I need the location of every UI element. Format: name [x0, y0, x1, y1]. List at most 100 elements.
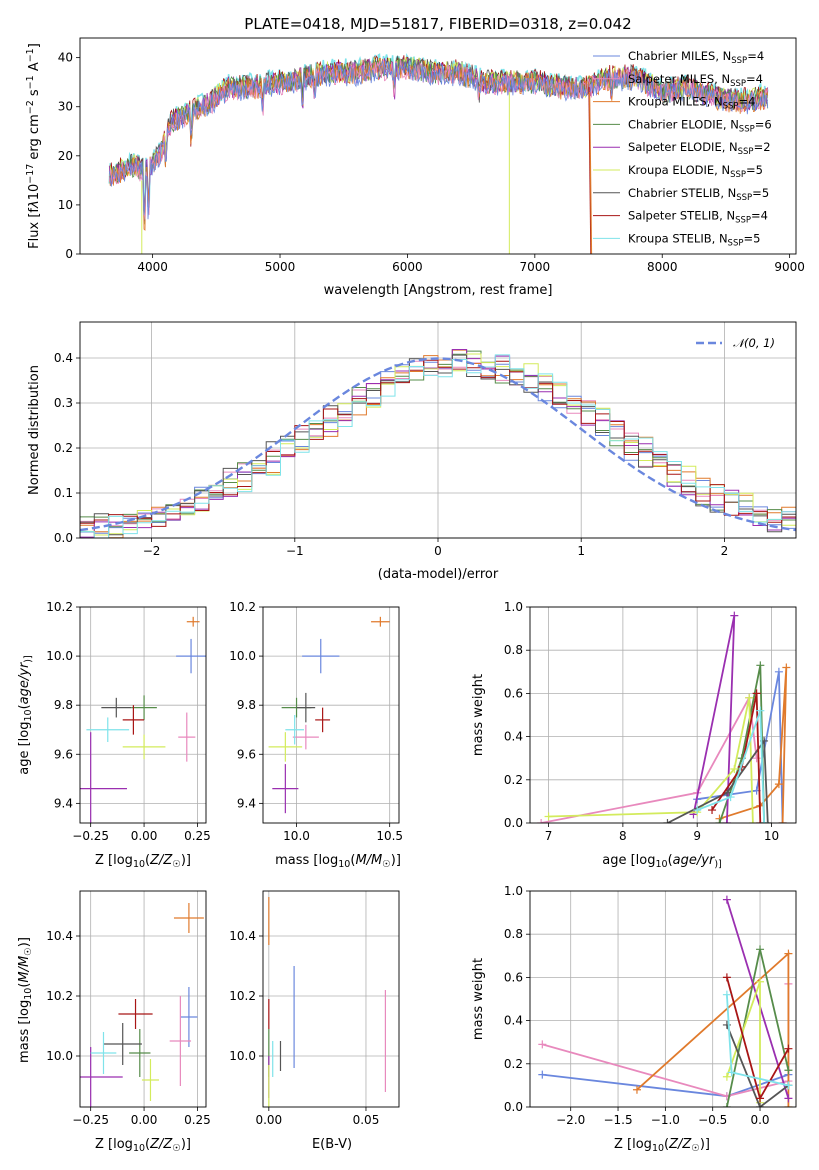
y-tick-label: 10.0 — [46, 649, 73, 663]
legend-nssp-value: 4 — [756, 72, 763, 86]
legend-model-name: Salpeter STELIB — [628, 209, 719, 223]
x-axis-label-part: 10 — [133, 859, 145, 870]
y-tick-label: 0.4 — [504, 730, 523, 744]
x-tick-label: 5000 — [265, 260, 296, 274]
plot-area — [537, 611, 791, 823]
x-axis-label: (data-model)/error — [378, 567, 499, 582]
weight-point-marker — [722, 1072, 731, 1081]
weight-point-marker — [715, 819, 724, 823]
y-axis-label: mass [log10(M/M☉)] — [17, 937, 34, 1063]
y-tick-label: 10.0 — [46, 1049, 73, 1063]
legend-equals: = — [752, 186, 762, 200]
y-tick-label: 10.2 — [229, 989, 256, 1003]
legend-model-name: Chabrier STELIB — [628, 186, 720, 200]
y-axis-label-part: ( — [17, 983, 32, 988]
y-axis-label-part: −1 — [25, 75, 36, 89]
x-tick-label: −0.5 — [698, 1113, 727, 1127]
y-axis-label: Flux [fλ10−17 erg cm−2 s−1 A−1] — [25, 43, 42, 249]
x-tick-label: 0.25 — [184, 829, 211, 843]
x-tick-label: 8000 — [647, 260, 678, 274]
weight-point-marker — [756, 661, 765, 670]
x-axis-label-part: 10 — [133, 1143, 145, 1154]
weight-point-marker — [748, 819, 757, 823]
x-tick-label: 0.00 — [131, 829, 158, 843]
weight-series-1 — [540, 694, 758, 823]
axes-frame — [529, 606, 797, 824]
y-axis-label-part: )] — [17, 937, 32, 947]
legend-model-name: Chabrier ELODIE — [628, 117, 723, 131]
x-axis-label: Z [log10(Z/Z☉)] — [95, 1137, 191, 1154]
spectrum-dropout — [589, 91, 593, 254]
axes-frame — [79, 321, 797, 539]
y-tick-label: 0 — [65, 247, 73, 261]
y-tick-label: 0.1 — [54, 486, 73, 500]
weight-point-marker — [730, 765, 739, 773]
y-axis-label-part: ] — [27, 43, 42, 48]
x-tick-label: −0.25 — [72, 829, 109, 843]
weight-point-marker — [708, 806, 717, 815]
legend-n-sub: SSP — [730, 79, 746, 89]
x-tick-label: 1 — [577, 544, 585, 558]
axes-frame — [79, 606, 207, 824]
x-axis-label-part: Z [log — [95, 853, 133, 868]
y-axis-label-part: erg cm — [27, 114, 42, 163]
y-tick-label: 10 — [58, 198, 73, 212]
panel-spectrum: 4000 5000 6000 7000 8000 9000 0 10 20 30 40 wavelen… — [25, 37, 805, 298]
y-tick-label: 0.6 — [504, 686, 523, 700]
spectrum-line-0 — [108, 60, 769, 220]
x-tick-label: 7 — [545, 829, 553, 843]
x-tick-label: 6000 — [392, 260, 423, 274]
y-axis-label-part: )] — [23, 655, 34, 662]
legend-entry: Kroupa MILES, NSSP=4 — [628, 95, 755, 112]
legend-n: N — [730, 117, 739, 131]
weight-point-marker — [760, 819, 769, 823]
legend-equals: = — [755, 117, 765, 131]
legend-equals: = — [754, 140, 764, 154]
y-axis-label-part: ☉ — [23, 947, 34, 956]
weight-point-marker — [722, 895, 731, 904]
x-axis-label: Z [log10(Z/Z☉)] — [614, 1137, 710, 1154]
legend-entry: Salpeter STELIB, NSSP=4 — [628, 209, 768, 226]
y-tick-label: 20 — [58, 149, 73, 163]
legend-n-sub: SSP — [738, 147, 754, 157]
x-axis-label-part: M/M — [355, 853, 382, 868]
y-axis-label-part: 10 — [27, 184, 42, 201]
weight-point-marker — [722, 819, 731, 823]
panel-age-vs-mass: 10.0 10.5 9.4 9.6 9.8 10.0 10.2 mass [log10(M/M… — [229, 600, 403, 870]
x-tick-label: 10.5 — [376, 829, 403, 843]
weight-point-marker — [632, 1085, 641, 1094]
y-tick-label: 0.6 — [504, 970, 523, 984]
legend-n: N — [726, 209, 735, 223]
legend-entry: Kroupa STELIB, NSSP=5 — [628, 231, 760, 248]
grid — [80, 606, 206, 823]
x-axis-label-part: age/yr — [673, 853, 716, 868]
legend-model-name: Kroupa MILES — [628, 95, 707, 109]
legend-sep: , — [715, 49, 722, 63]
y-axis-label-part: age/yr — [17, 661, 32, 704]
y-axis-label-part: λ — [27, 200, 42, 209]
y-tick-label: 10.2 — [46, 600, 73, 614]
x-tick-label: −1.0 — [651, 1113, 680, 1127]
y-tick-label: 9.4 — [237, 796, 256, 810]
legend-entry: Salpeter ELODIE, NSSP=2 — [628, 140, 771, 157]
legend-nssp-value: 4 — [757, 49, 764, 63]
weight-point-marker — [756, 977, 765, 986]
x-axis-label-part: )] — [181, 853, 191, 868]
x-axis-label-part: Z [log — [95, 1137, 133, 1152]
x-axis-label-part: ( — [145, 853, 150, 868]
y-tick-label: 0.3 — [54, 396, 73, 410]
x-tick-label: −1.5 — [603, 1113, 632, 1127]
x-tick-label: 0 — [434, 544, 442, 558]
legend-sep: , — [723, 117, 730, 131]
panel-age-vs-Z: −0.25 0.00 0.259.49.69.810.010.2Z [log10(Z… — [17, 600, 211, 870]
legend-n-sub: SSP — [723, 102, 739, 112]
x-axis-label-part: ☉ — [691, 1143, 700, 1154]
weight-series-7 — [726, 977, 790, 1101]
x-axis-label: Z [log10(Z/Z☉)] — [95, 853, 191, 870]
y-tick-label: 0.8 — [504, 643, 523, 657]
x-axis-label-part: Z [log — [614, 1137, 652, 1152]
x-axis-label-part: ( — [350, 853, 355, 868]
legend-equals: = — [746, 72, 756, 86]
grid — [263, 606, 399, 823]
